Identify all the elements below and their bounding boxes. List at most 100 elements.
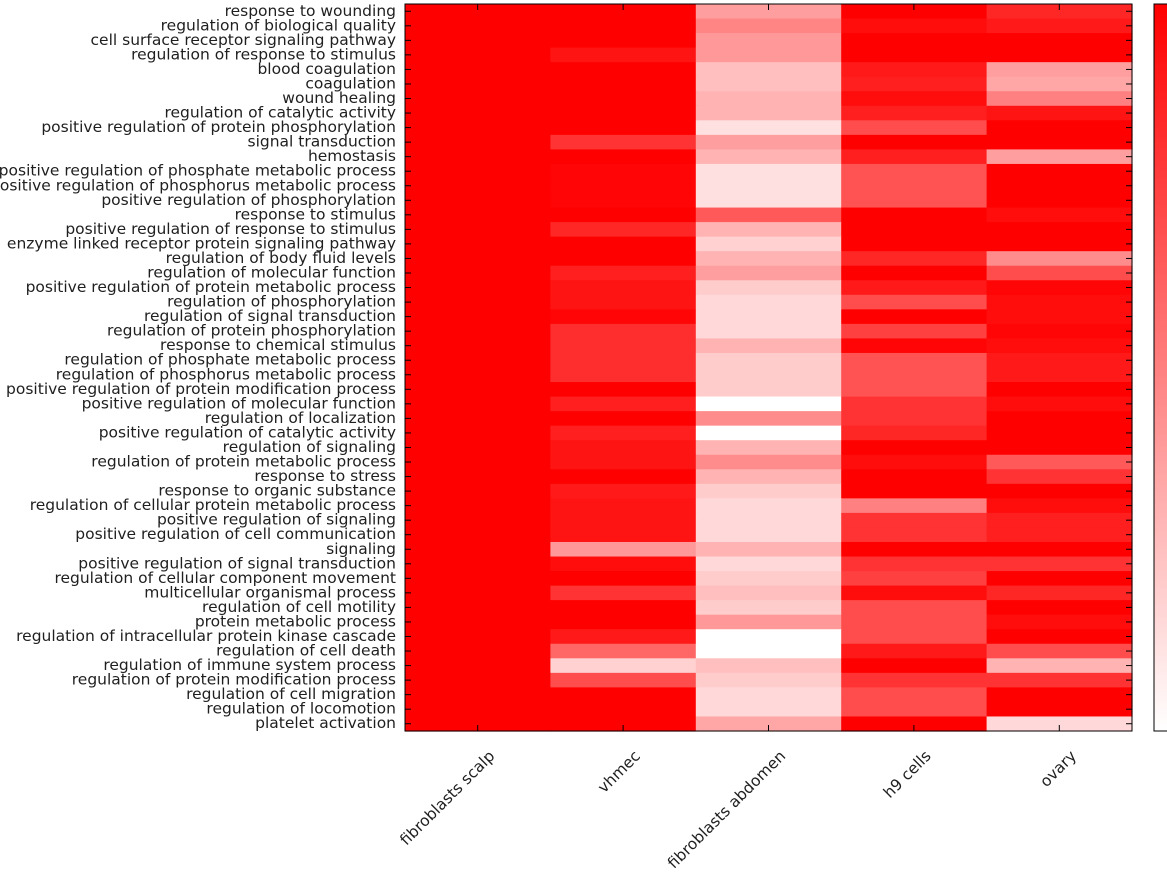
row-label: regulation of cell migration [186,685,396,703]
heatmap-cell [986,483,1133,499]
heatmap-cell [405,265,551,281]
heatmap-cell [841,382,988,398]
heatmap-cell [841,193,988,209]
heatmap-cell [695,716,842,732]
heatmap-cell [986,352,1133,369]
column-label: fibroblasts abdomen [664,747,789,872]
heatmap-cell [695,163,842,180]
heatmap-cell [550,105,697,121]
heatmap-cell [986,207,1133,223]
heatmap-cell [986,527,1133,543]
heatmap-cell [405,585,551,601]
row-label: hemostasis [308,147,396,165]
heatmap-cell [986,556,1133,572]
heatmap-cell [841,614,988,630]
heatmap-cell [841,178,988,194]
heatmap-cell [841,91,988,107]
heatmap-cell [405,701,551,718]
heatmap-cell [695,600,842,616]
heatmap-cell [841,120,988,136]
heatmap-cell [841,425,988,441]
heatmap-cell [405,4,551,20]
heatmap-cell [550,527,697,543]
heatmap-cell [405,178,551,194]
heatmap-cell [986,672,1133,688]
row-label: regulation of locomotion [206,700,396,718]
heatmap-cell [550,658,697,674]
row-label: enzyme linked receptor protein signaling… [7,234,396,252]
heatmap-cell [986,76,1133,92]
row-label: positive regulation of signal transducti… [78,554,396,572]
heatmap-cell [550,4,697,20]
heatmap-cell [695,643,842,659]
heatmap-cell [841,33,988,49]
heatmap-cell [550,207,697,223]
heatmap-cell [550,120,697,136]
heatmap-cell [550,687,697,703]
heatmap-cell [405,454,551,470]
heatmap-cell [986,236,1133,252]
heatmap-cell [550,91,697,107]
heatmap-cell [986,541,1133,558]
heatmap-cell [405,600,551,616]
heatmap-cell [841,105,988,121]
heatmap-cell [550,352,697,369]
heatmap-cell [841,134,988,150]
heatmap-cell [986,4,1133,20]
heatmap-cell [695,323,842,340]
heatmap-cell [695,91,842,107]
heatmap-cell [695,498,842,514]
heatmap-cell [841,62,988,78]
heatmap-cell [405,643,551,659]
heatmap-cell [695,265,842,281]
heatmap-cell [550,585,697,601]
heatmap-cell [841,280,988,296]
heatmap-cell [405,338,551,354]
heatmap-cell [550,454,697,470]
heatmap-cell [986,382,1133,398]
heatmap-cell [695,193,842,209]
heatmap-cell [550,498,697,514]
row-label: positive regulation of catalytic activit… [99,423,396,441]
heatmap-cell [405,163,551,180]
heatmap-cell [550,18,697,34]
heatmap-cell [405,207,551,223]
heatmap-cell [695,352,842,369]
row-label: positive regulation of phosphorus metabo… [0,176,396,194]
heatmap-cell [695,280,842,296]
heatmap-cell [695,571,842,587]
heatmap-cell [695,134,842,150]
heatmap-cell [986,440,1133,456]
heatmap-cell [695,541,842,558]
heatmap-cell [695,454,842,470]
heatmap-cell [550,236,697,252]
row-label: response to stimulus [235,205,396,223]
heatmap-cell [550,149,697,165]
heatmap-cell [405,62,551,78]
heatmap-cell [986,280,1133,296]
heatmap-cell [550,280,697,296]
row-label: response to organic substance [158,482,396,500]
heatmap-cell [695,4,842,20]
heatmap-cell [986,222,1133,238]
heatmap-cell [695,120,842,136]
row-label: regulation of phosphate metabolic proces… [64,351,396,369]
heatmap-cell [841,294,988,310]
heatmap-cell [986,716,1133,732]
heatmap-cell [695,469,842,485]
heatmap-cell [695,236,842,252]
heatmap-cell [986,585,1133,601]
heatmap-cell [550,483,697,499]
heatmap-cell [550,440,697,456]
row-label: signal transduction [248,133,397,151]
heatmap-cell [550,294,697,310]
heatmap-cell [841,716,988,732]
row-label: cell surface receptor signaling pathway [91,31,396,49]
column-label: vhmec [594,747,644,797]
heatmap-cell [550,222,697,238]
heatmap-cell [986,294,1133,310]
heatmap-cell [405,251,551,267]
heatmap-cell [405,440,551,456]
heatmap-cell [841,629,988,645]
heatmap-cell [550,193,697,209]
